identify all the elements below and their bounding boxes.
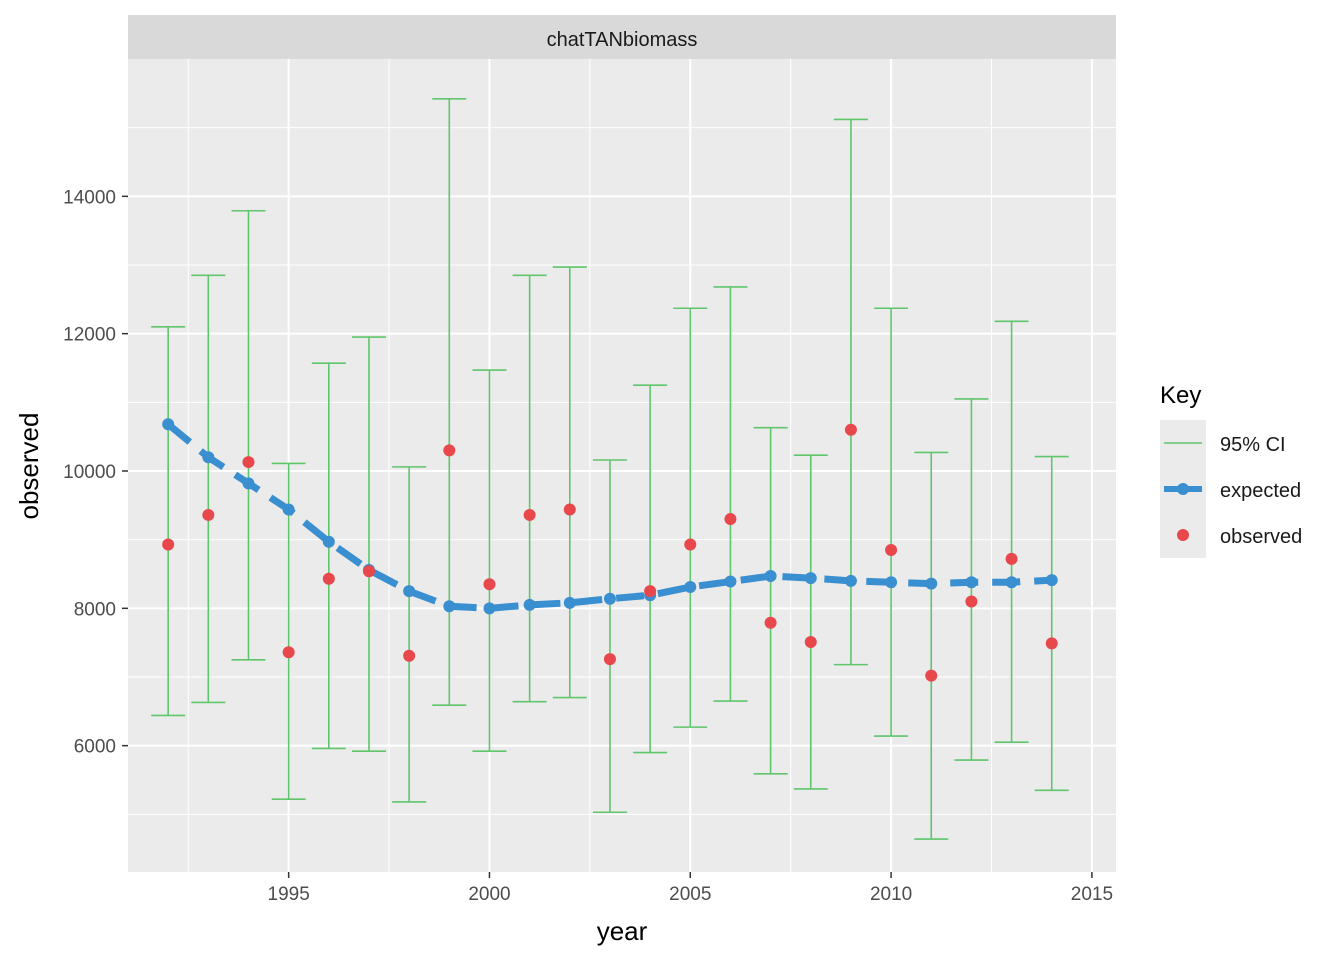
expected-line <box>165 421 1052 612</box>
legend-title: Key <box>1160 382 1201 409</box>
expected-point <box>764 570 777 583</box>
expected-point <box>242 477 255 490</box>
observed-point <box>844 423 857 436</box>
y-tick-label: 14000 <box>63 187 116 208</box>
panel-strip <box>128 15 1116 59</box>
x-tick-label: 1995 <box>268 884 310 905</box>
expected-point <box>403 585 416 598</box>
ci-layer <box>151 98 1069 840</box>
y-axis: 6000 8000 10000 12000 14000 <box>63 187 128 758</box>
observed-layer <box>162 423 1058 682</box>
expected-point <box>162 418 175 431</box>
expected-point <box>443 600 456 613</box>
expected-point <box>1005 576 1018 589</box>
observed-point <box>523 508 536 521</box>
x-tick-label: 2005 <box>669 884 711 905</box>
observed-point <box>403 649 416 662</box>
observed-point <box>644 585 657 598</box>
legend-key-expected-dot <box>1177 483 1189 495</box>
observed-point <box>162 538 175 551</box>
expected-point <box>724 575 737 588</box>
expected-point <box>322 535 335 548</box>
legend-label-ci: 95% CI <box>1220 434 1286 456</box>
expected-point <box>202 451 215 464</box>
expected-point <box>1045 574 1058 587</box>
observed-point <box>282 646 295 659</box>
legend-label-expected: expected <box>1220 480 1301 502</box>
observed-point <box>804 635 817 648</box>
x-tick-label: 2000 <box>468 884 510 905</box>
observed-point <box>362 565 375 578</box>
legend-key-observed <box>1177 529 1189 541</box>
grid-minor <box>128 59 1116 872</box>
observed-point <box>965 595 978 608</box>
expected-point <box>483 602 496 615</box>
observed-point <box>885 543 898 556</box>
observed-point <box>724 513 737 526</box>
expected-point <box>282 503 295 516</box>
y-tick-label: 10000 <box>63 462 116 483</box>
expected-point <box>603 592 616 605</box>
expected-point <box>684 581 697 594</box>
observed-point <box>764 616 777 629</box>
observed-point <box>684 538 697 551</box>
legend: Key 95% CI expected observed <box>1160 382 1302 558</box>
observed-point <box>443 444 456 457</box>
expected-point <box>804 572 817 585</box>
observed-point <box>322 572 335 585</box>
expected-point <box>965 576 978 589</box>
expected-point <box>563 596 576 609</box>
expected-point <box>925 577 938 590</box>
legend-label-observed: observed <box>1220 526 1302 548</box>
observed-point <box>1005 552 1018 565</box>
x-tick-label: 2015 <box>1071 884 1113 905</box>
x-axis: 1995 2000 2005 2010 2015 <box>268 872 1113 905</box>
observed-point <box>483 578 496 591</box>
x-tick-label: 2010 <box>870 884 912 905</box>
x-axis-label: year <box>597 916 648 946</box>
observed-point <box>563 503 576 516</box>
plot-panel <box>128 59 1116 872</box>
expected-point <box>885 576 898 589</box>
panel-strip-title: chatTANbiomass <box>547 29 698 51</box>
y-tick-label: 8000 <box>74 599 116 620</box>
observed-point <box>202 508 215 521</box>
observed-point <box>925 669 938 682</box>
y-axis-label: observed <box>14 413 44 520</box>
observed-point <box>603 653 616 666</box>
expected-point <box>844 574 857 587</box>
observed-point <box>1045 637 1058 650</box>
y-tick-label: 12000 <box>63 325 116 346</box>
expected-point <box>523 598 536 611</box>
observed-point <box>242 456 255 469</box>
y-tick-label: 6000 <box>74 737 116 758</box>
